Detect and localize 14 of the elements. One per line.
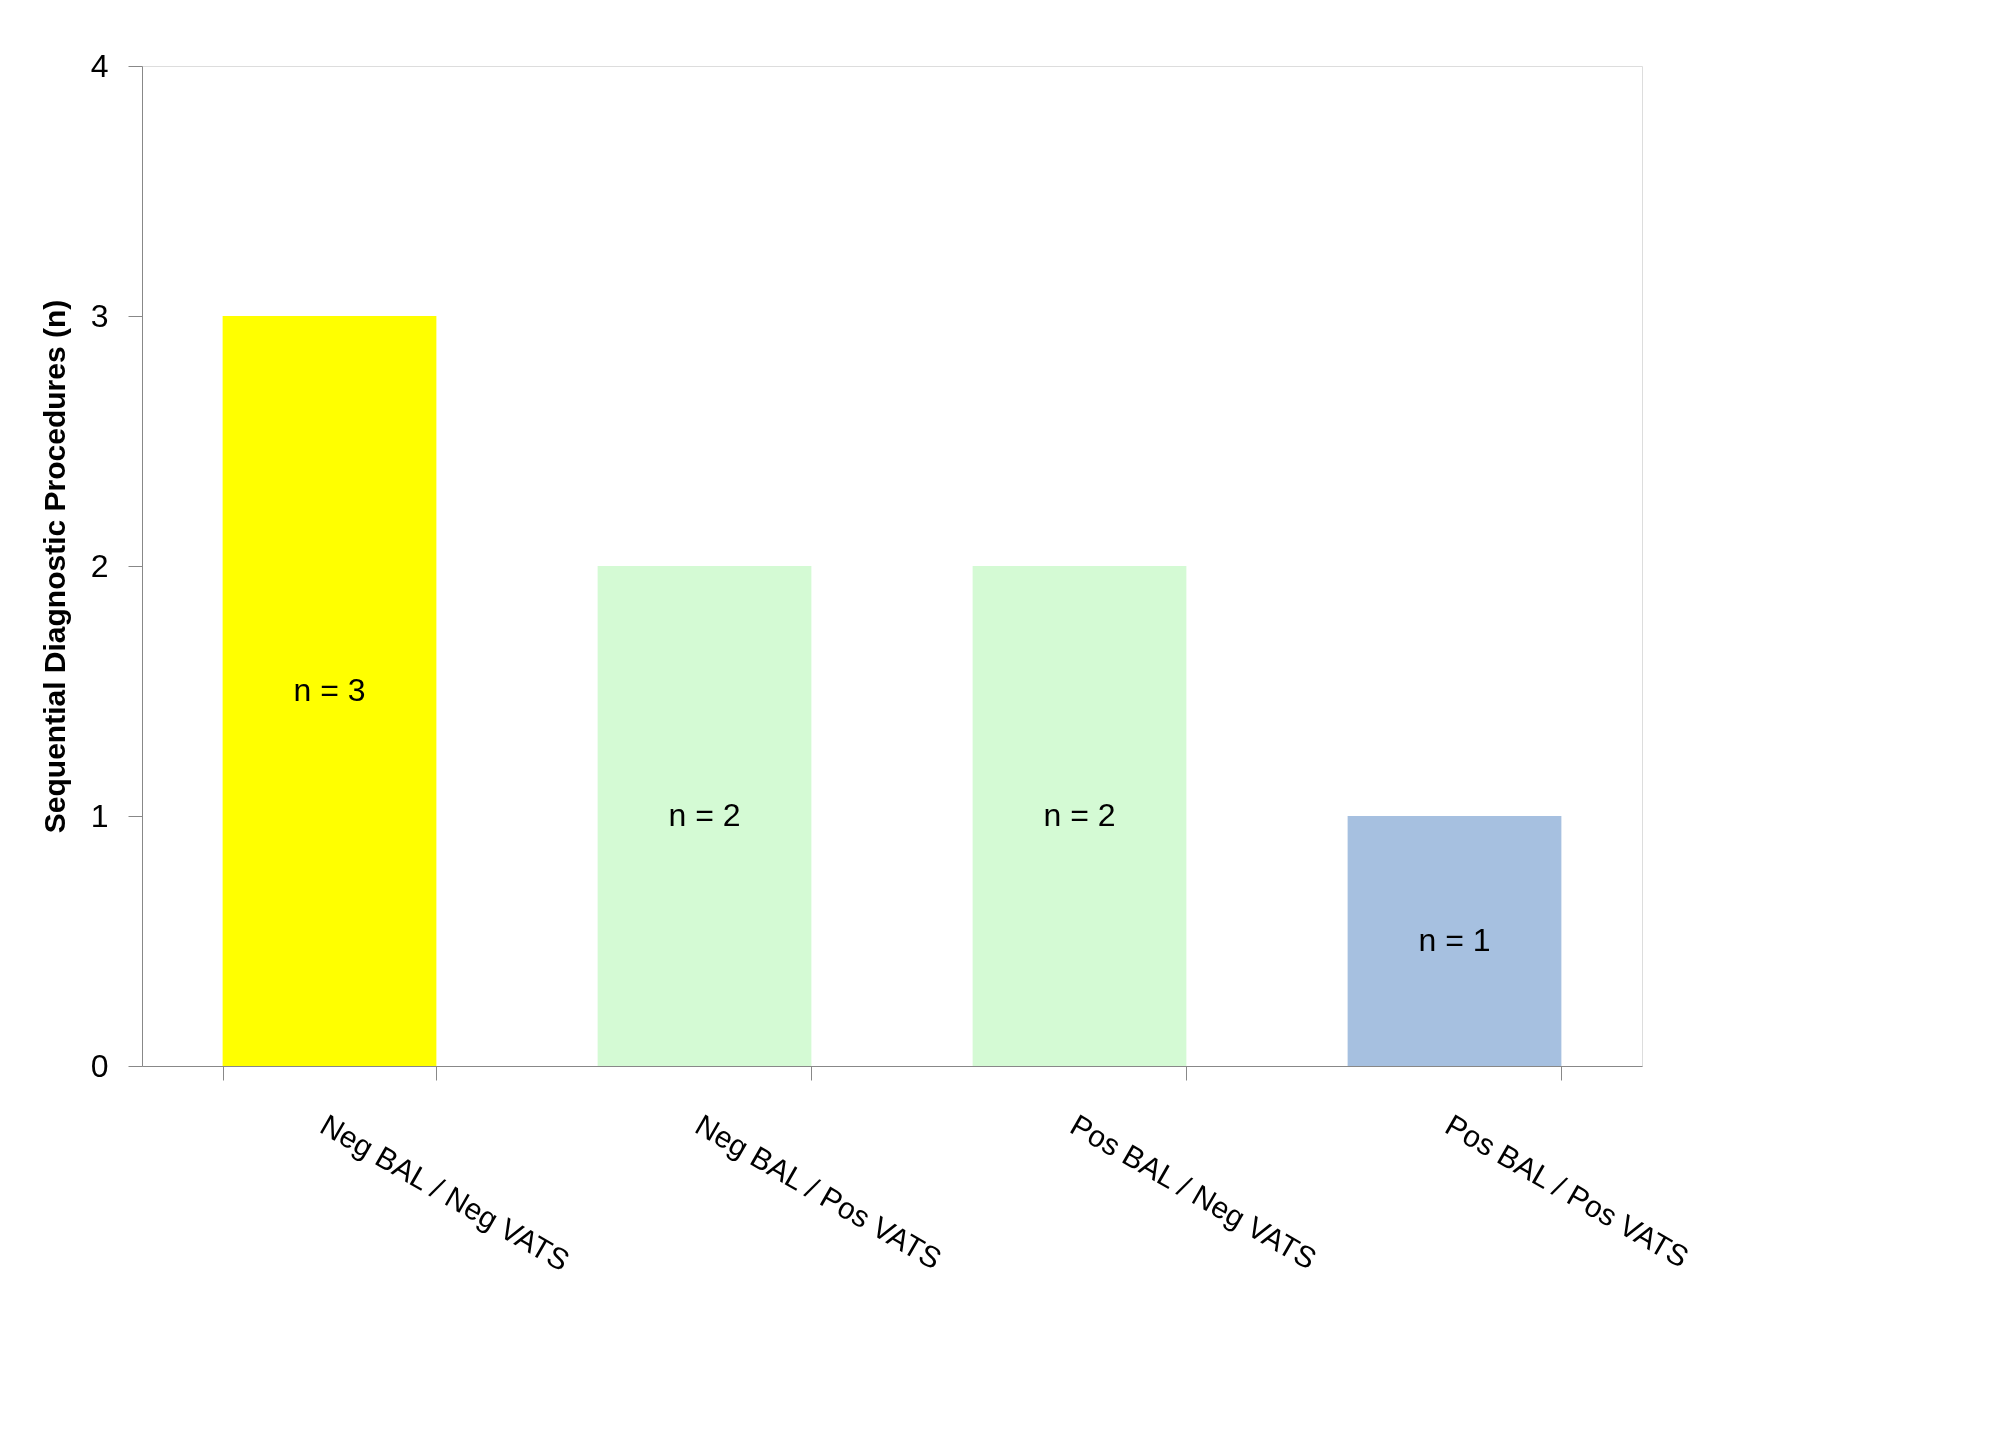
bar bbox=[1347, 816, 1562, 1066]
y-axis-title: Sequential Diagnostic Procedures (n) bbox=[37, 299, 71, 834]
bar bbox=[972, 566, 1187, 1066]
y-tick-label: 1 bbox=[90, 797, 109, 834]
bar bbox=[597, 566, 812, 1066]
y-tick-label: 2 bbox=[90, 547, 109, 584]
data-label: n = 2 bbox=[668, 797, 741, 833]
data-label: n = 1 bbox=[1418, 922, 1491, 958]
bar bbox=[222, 316, 437, 1066]
data-label: n = 3 bbox=[293, 672, 366, 708]
y-tick-label: 4 bbox=[90, 47, 109, 84]
y-tick-label: 0 bbox=[90, 1047, 109, 1084]
y-tick-label: 3 bbox=[90, 297, 109, 334]
data-label: n = 2 bbox=[1043, 797, 1116, 833]
